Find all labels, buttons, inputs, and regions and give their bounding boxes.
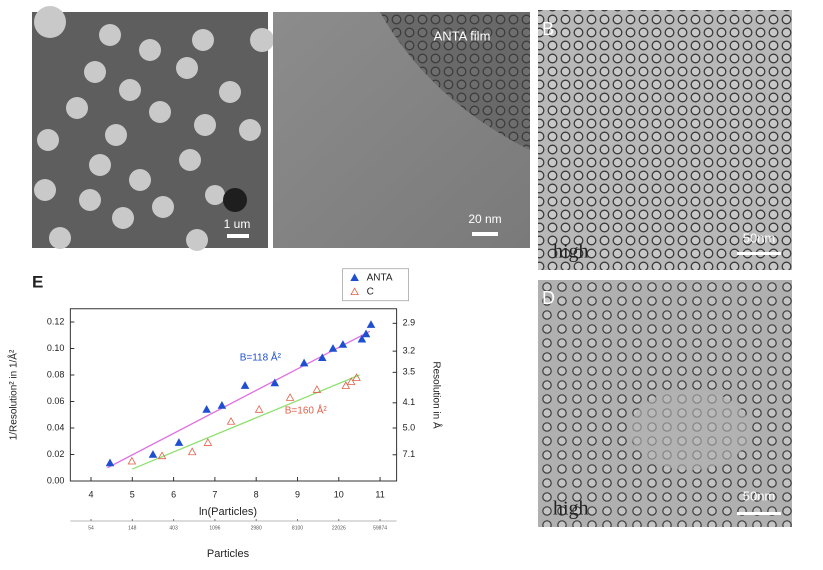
y2-axis-label: Resolution in Å: [430, 361, 443, 429]
point: [357, 334, 367, 343]
point: [299, 358, 309, 367]
point: [157, 451, 167, 460]
y-tick-label: 0.00: [47, 475, 65, 485]
y-tick-label: 0.10: [47, 343, 65, 353]
annotation: B=118 Å²: [240, 350, 282, 363]
panel-note: high: [553, 241, 589, 263]
point: [312, 385, 322, 393]
x2-tick-label: 22026: [332, 525, 346, 531]
point: [361, 329, 371, 338]
legend-marker: [350, 273, 359, 282]
point: [148, 450, 158, 458]
y2-tick-label: 7.1: [403, 449, 416, 459]
point: [270, 378, 280, 387]
x2-tick-label: 8100: [292, 525, 303, 531]
point: [217, 401, 227, 409]
point: [226, 416, 236, 425]
x-tick-label: 6: [171, 489, 176, 499]
y-tick-label: 0.12: [47, 316, 65, 326]
point: [202, 405, 211, 413]
point: [105, 458, 115, 467]
point: [174, 438, 184, 446]
y-tick-label: 0.08: [47, 369, 65, 379]
plot-frame: [69, 308, 398, 482]
x2-tick-label: 148: [128, 525, 137, 531]
scale-label: 50nm: [743, 488, 776, 503]
annotation: B=160 Å²: [285, 403, 328, 416]
point: [317, 353, 327, 362]
x2-tick-label: 2980: [251, 525, 262, 531]
x2-tick-label: 403: [169, 525, 178, 531]
point: [346, 377, 356, 385]
panel-letter: D: [542, 288, 555, 308]
legend-box: [342, 268, 409, 302]
point: [203, 438, 213, 446]
scale-label: 50nm: [743, 230, 776, 245]
x2-tick-label: 54: [88, 525, 94, 531]
x-axis-label: ln(Particles): [199, 506, 257, 518]
point: [187, 447, 197, 456]
x-tick-label: 8: [254, 489, 259, 499]
panel-label: ANTA film: [434, 28, 491, 43]
point: [338, 340, 348, 348]
y2-tick-label: 5.0: [403, 422, 416, 432]
y-tick-label: 0.02: [47, 449, 65, 459]
point: [352, 373, 361, 381]
point: [240, 381, 250, 389]
panel-letter: B: [542, 19, 554, 39]
legend-label: ANTA: [367, 272, 393, 283]
scale-label: 1 um: [224, 217, 251, 231]
y2-tick-label: 4.1: [403, 397, 416, 407]
y2-tick-label: 2.9: [403, 318, 416, 328]
scale-label: 20 nm: [468, 212, 501, 226]
fit-line: [132, 374, 360, 470]
point: [366, 320, 376, 328]
x-tick-label: 4: [88, 489, 93, 499]
x-tick-label: 11: [375, 489, 384, 499]
x2-axis-label: Particles: [207, 548, 250, 560]
point: [328, 344, 338, 352]
x-tick-label: 5: [130, 489, 135, 499]
micrograph-d: D 50nm high: [538, 280, 792, 527]
x2-tick-label: 1096: [209, 525, 220, 531]
micrograph-c: B 50nm high: [538, 10, 792, 270]
y-tick-label: 0.06: [47, 396, 65, 406]
x-tick-label: 7: [212, 489, 217, 499]
point: [285, 393, 295, 401]
x-tick-label: 10: [334, 489, 344, 499]
y2-tick-label: 3.2: [403, 346, 416, 356]
panel-letter: E: [32, 272, 43, 291]
y-axis-label: 1/Resolution² in 1/Å²: [7, 349, 20, 440]
micrograph-b: ANTA film 20 nm: [273, 12, 530, 248]
legend-marker: [350, 287, 359, 296]
fit-line: [107, 330, 371, 469]
x-tick-label: 9: [295, 489, 300, 499]
panel-note: high: [553, 498, 589, 520]
x2-tick-label: 59874: [373, 525, 387, 531]
point: [254, 405, 264, 413]
y2-tick-label: 3.5: [403, 367, 416, 377]
y-tick-label: 0.04: [47, 422, 65, 432]
point: [127, 456, 137, 465]
micrograph-a: 1 um: [32, 6, 274, 251]
legend-label: C: [367, 286, 374, 297]
point: [341, 381, 351, 389]
